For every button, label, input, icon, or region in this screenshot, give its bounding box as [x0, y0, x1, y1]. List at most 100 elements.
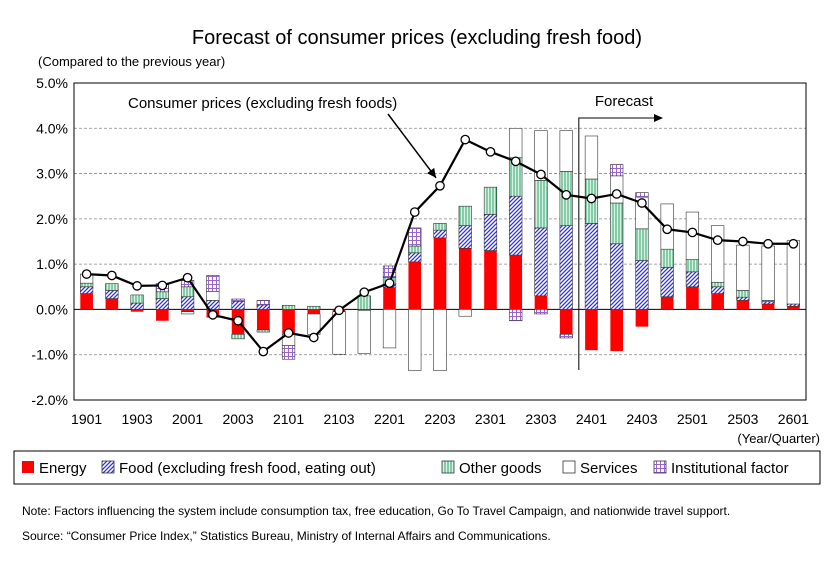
bar-solid-q2	[130, 309, 144, 312]
bar-grid-q6	[231, 298, 245, 302]
bar-blank-q5	[206, 291, 220, 301]
bar-grid-q19	[559, 334, 573, 339]
line-label-arrowhead	[426, 167, 436, 178]
bar-diagonal-q27	[761, 301, 775, 305]
x-tick-label: 2201	[374, 411, 405, 427]
bar-hatch-q6	[231, 334, 245, 340]
bar-solid-q19	[559, 309, 573, 335]
bar-blank-q27	[761, 245, 775, 301]
legend-swatch-solid	[22, 461, 34, 473]
cpi-point	[460, 134, 471, 145]
y-tick-label: 2.0%	[36, 211, 68, 227]
chart-subtitle: (Compared to the previous year)	[38, 54, 225, 69]
bar-hatch-q18	[534, 180, 548, 229]
bar-solid-q25	[711, 293, 724, 310]
bar-hatch-q22	[635, 228, 649, 261]
legend-box	[13, 450, 821, 485]
bar-hatch-q13	[408, 245, 422, 254]
cpi-point	[283, 328, 294, 338]
legend-swatch-diagonal	[101, 460, 115, 474]
x-tick-label: 1901	[71, 411, 102, 427]
bar-blank-q4	[180, 311, 195, 315]
cpi-point	[586, 193, 597, 204]
annotations: Consumer prices (excluding fresh foods) …	[128, 93, 663, 370]
cpi-point	[712, 235, 723, 245]
bar-hatch-q0	[80, 282, 94, 288]
bar-blank-q10	[332, 311, 346, 355]
bar-solid-q0	[80, 293, 93, 310]
x-tick-label: 2001	[172, 411, 203, 427]
y-tick-label: 5.0%	[36, 75, 68, 91]
y-tick-label: 0.0%	[36, 301, 68, 317]
cpi-point	[738, 236, 748, 247]
x-tick-label: 2003	[222, 411, 253, 427]
bars	[80, 127, 800, 371]
legend-label: Services	[580, 460, 638, 477]
x-tick-label: 2503	[727, 411, 758, 427]
bar-diagonal-q26	[736, 296, 750, 301]
bar-blank-q12	[382, 309, 397, 349]
bar-grid-q18	[534, 309, 548, 315]
y-tick-label: 4.0%	[36, 120, 68, 136]
bar-diagonal-q19	[559, 225, 573, 310]
bar-diagonal-q6	[231, 300, 245, 310]
bar-diagonal-q4	[180, 296, 195, 310]
chart-title: Forecast of consumer prices (excluding f…	[192, 27, 642, 49]
cpi-point	[561, 190, 572, 200]
cpi-point	[107, 270, 117, 281]
bar-hatch-q4	[180, 286, 195, 298]
bar-hatch-q16	[483, 186, 498, 215]
bar-hatch-q1	[105, 283, 119, 291]
cpi-line	[81, 134, 799, 357]
bar-blank-q19	[559, 130, 573, 172]
bar-hatch-q25	[711, 281, 725, 288]
legend: Energy Food (excluding fresh food, eating…	[22, 460, 789, 477]
cpi-point	[637, 198, 647, 208]
bar-solid-q27	[761, 303, 775, 310]
legend-label: Energy	[39, 460, 87, 477]
y-tick-label: 3.0%	[36, 166, 68, 182]
legend-swatch-grid	[653, 460, 667, 474]
bar-diagonal-q22	[635, 260, 649, 310]
bar-hatch-q3	[155, 291, 169, 299]
bar-solid-q7	[257, 309, 270, 330]
cpi-point	[258, 346, 269, 357]
bar-hatch-q9	[307, 305, 321, 310]
legend-label: Institutional factor	[671, 460, 789, 477]
line-label: Consumer prices (excluding fresh foods)	[128, 95, 397, 112]
bar-diagonal-q17	[509, 195, 523, 256]
bar-solid-q13	[408, 261, 422, 310]
bar-blank-q14	[433, 309, 447, 371]
bar-diagonal-q3	[155, 298, 169, 310]
x-tick-label: 2103	[323, 411, 354, 427]
bar-solid-q14	[433, 237, 447, 310]
x-tick-label: 2403	[626, 411, 657, 427]
cpi-point	[435, 180, 445, 191]
bar-diagonal-q20	[584, 223, 599, 310]
note-text: Note: Factors influencing the system inc…	[22, 504, 731, 518]
bar-solid-q15	[458, 248, 472, 310]
forecast-arrow	[578, 117, 655, 370]
bar-solid-q28	[787, 306, 800, 310]
x-tick-label: 2101	[273, 411, 304, 427]
y-tick-label: -1.0%	[31, 347, 68, 363]
x-tick-label: 2203	[424, 411, 455, 427]
bar-grid-q5	[206, 275, 220, 292]
legend-label: Other goods	[459, 460, 542, 477]
bar-solid-q9	[307, 309, 321, 314]
bar-blank-q15	[458, 309, 472, 317]
legend-swatch-blank	[562, 460, 576, 474]
bar-grid-q7	[256, 300, 270, 306]
bar-diagonal-q21	[610, 243, 624, 310]
x-tick-label: 2303	[525, 411, 556, 427]
x-tick-label: 2401	[576, 411, 607, 427]
plot-frame	[73, 82, 807, 401]
bar-blank-q20	[584, 135, 599, 180]
bar-solid-q1	[105, 298, 119, 310]
forecast-arrowhead	[654, 114, 663, 122]
chart-svg: Forecast of consumer prices (excluding f…	[13, 27, 821, 485]
cpi-point	[207, 310, 218, 320]
bar-diagonal-q28	[786, 303, 800, 307]
bar-blank-q18	[534, 130, 548, 181]
